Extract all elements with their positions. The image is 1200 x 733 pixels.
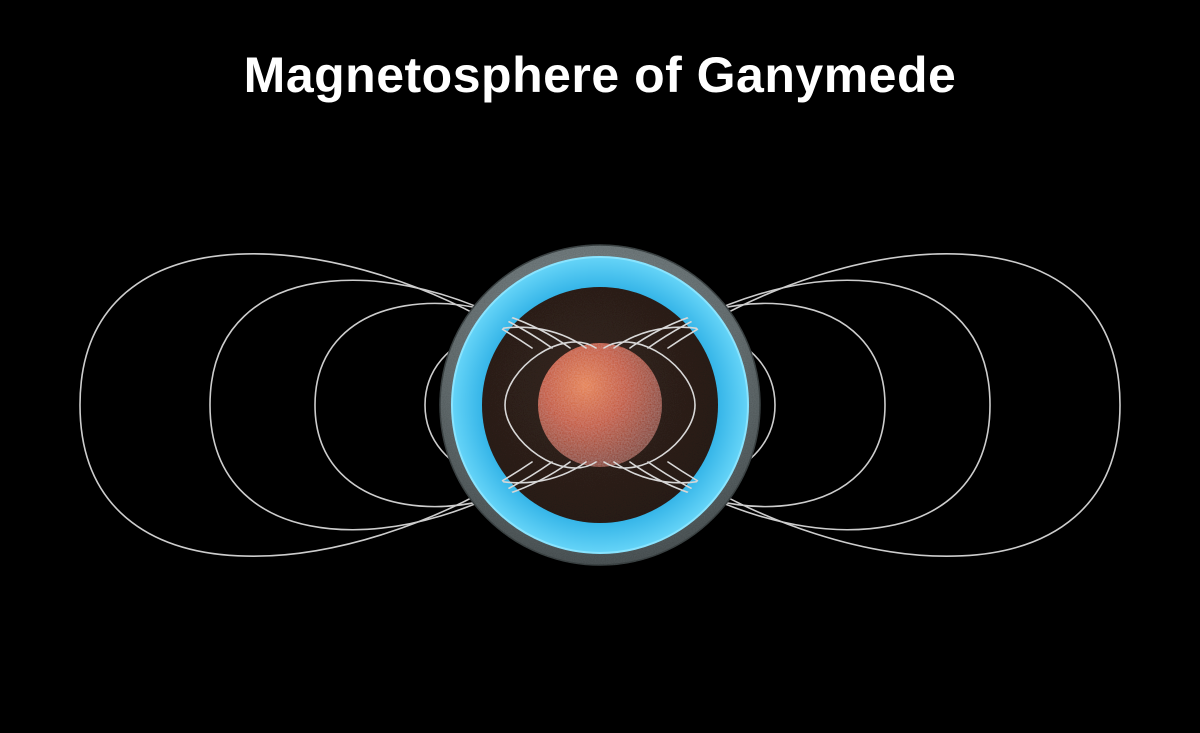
ganymede-cutaway: [440, 245, 760, 565]
diagram-title: Magnetosphere of Ganymede: [0, 46, 1200, 104]
layer-core: [538, 343, 662, 467]
diagram-svg: [0, 0, 1200, 733]
diagram-stage: Magnetosphere of Ganymede: [0, 0, 1200, 733]
